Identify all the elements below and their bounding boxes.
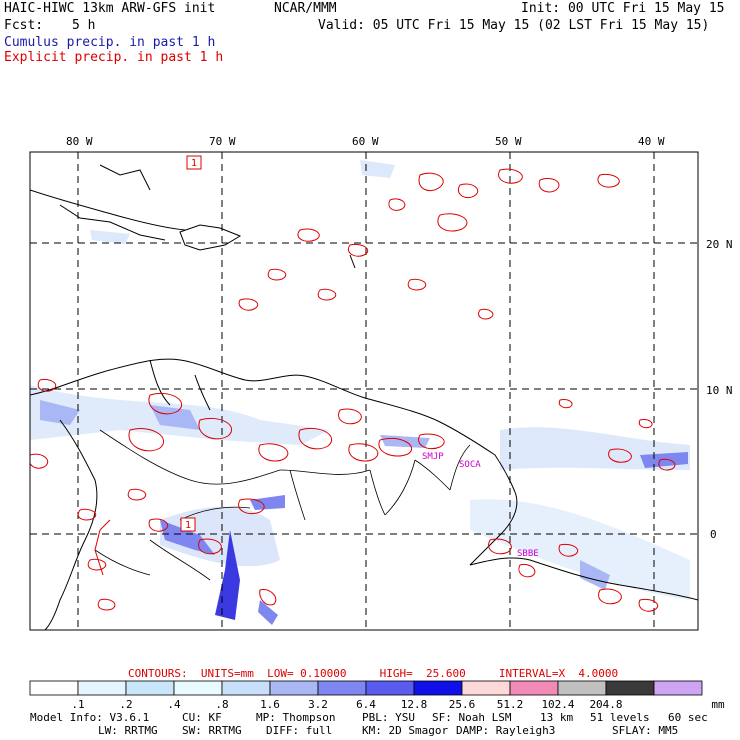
- max-marker: 1: [186, 155, 202, 170]
- lon-label: 80 W: [66, 135, 93, 148]
- forecast-label: Fcst:: [4, 18, 44, 33]
- colorbar-cell: [317, 680, 367, 696]
- colorbar-cell: [557, 680, 607, 696]
- latlon-grid: [30, 152, 698, 630]
- model-info-timestep: 60 sec: [668, 711, 708, 724]
- colorbar-label: .8: [215, 698, 228, 711]
- colorbar-cell: [653, 680, 703, 696]
- svg-text:1: 1: [185, 520, 191, 531]
- model-info-levels: 51 levels: [590, 711, 650, 724]
- colorbar-label: 12.8: [401, 698, 428, 711]
- colorbar-cell: [269, 680, 319, 696]
- colorbar-label: .2: [119, 698, 132, 711]
- colorbar-label: .4: [167, 698, 181, 711]
- colorbar-label: .1: [71, 698, 84, 711]
- colorbar-label: 204.8: [589, 698, 622, 711]
- forecast-hour: 5 h: [72, 18, 96, 33]
- lon-label: 70 W: [209, 135, 236, 148]
- model-info-damp: DAMP: Rayleigh3: [456, 724, 556, 737]
- model-info-sf: SF: Noah LSM: [432, 711, 512, 724]
- colorbar-cell: [461, 680, 511, 696]
- colorbar-cell: [173, 680, 223, 696]
- model-info-sw: SW: RRTMG: [182, 724, 242, 737]
- init-time: Init: 00 UTC Fri 15 May 15: [521, 1, 725, 16]
- model-title: HAIC-HIWC 13km ARW-GFS init: [4, 1, 216, 16]
- lon-label: 40 W: [638, 135, 665, 148]
- max-marker: 1: [180, 517, 196, 532]
- colorbar-label: 25.6: [449, 698, 476, 711]
- coastlines: [30, 164, 698, 630]
- colorbar-cell: [509, 680, 559, 696]
- model-info-pbl: PBL: YSU: [362, 711, 415, 724]
- valid-time: Valid: 05 UTC Fri 15 May 15 (02 LST Fri …: [318, 18, 710, 33]
- country-borders: [94, 429, 471, 581]
- lat-label: 0: [710, 528, 717, 541]
- model-info-diff: DIFF: full: [266, 724, 333, 737]
- model-info-resolution: 13 km: [540, 711, 574, 724]
- center-label: NCAR/MMM: [274, 1, 337, 16]
- map-frame: [29, 151, 699, 631]
- model-info-cu: CU: KF: [182, 711, 222, 724]
- station-label: SMJP: [422, 452, 444, 462]
- colorbar-cell: [29, 680, 79, 696]
- station-label: SBBE: [517, 549, 539, 559]
- legend-explicit: Explicit precip. in past 1 h: [4, 50, 224, 65]
- colorbar-cell: [413, 680, 463, 696]
- lon-label: 60 W: [352, 135, 379, 148]
- colorbar: [29, 680, 703, 696]
- colorbar-cell: [605, 680, 655, 696]
- colorbar-cell: [365, 680, 415, 696]
- model-info-version: Model Info: V3.6.1: [30, 711, 150, 724]
- lon-label: 50 W: [495, 135, 522, 148]
- model-info-sflay: SFLAY: MM5: [612, 724, 679, 737]
- colorbar-label: 1.6: [260, 698, 280, 711]
- cumulus-precip-shading: [30, 160, 690, 625]
- colorbar-label: 3.2: [308, 698, 328, 711]
- explicit-precip-contours: [30, 168, 676, 612]
- legend-cumulus: Cumulus precip. in past 1 h: [4, 35, 216, 50]
- colorbar-cell: [77, 680, 127, 696]
- contour-info: CONTOURS: UNITS=mm LOW= 0.10000 HIGH= 25…: [128, 667, 618, 680]
- colorbar-label: 102.4: [541, 698, 574, 711]
- colorbar-label: 51.2: [497, 698, 524, 711]
- colorbar-units: mm: [711, 698, 725, 711]
- model-info-km: KM: 2D Smagor: [362, 724, 449, 737]
- svg-text:1: 1: [191, 158, 197, 169]
- lat-label: 10 N: [706, 384, 733, 397]
- model-info-mp: MP: Thompson: [256, 711, 336, 724]
- lat-label: 20 N: [706, 238, 733, 251]
- colorbar-label: 6.4: [356, 698, 376, 711]
- model-info-lw: LW: RRTMG: [98, 724, 158, 737]
- colorbar-cell: [221, 680, 271, 696]
- colorbar-cell: [125, 680, 175, 696]
- colorbar-labels: .1 .2 .4 .8 1.6 3.2 6.4 12.8 25.6 51.2 1…: [71, 698, 725, 711]
- station-label: SOCA: [459, 460, 481, 470]
